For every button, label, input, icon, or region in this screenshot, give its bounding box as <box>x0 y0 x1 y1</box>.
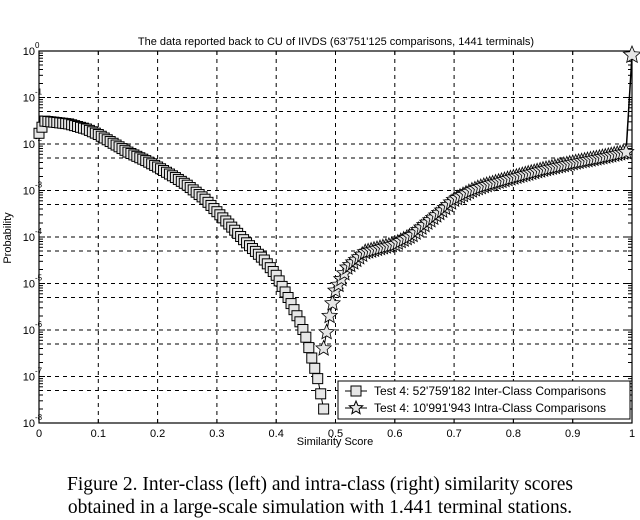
legend: Test 4: 52'759'182 Inter-Class Compariso… <box>337 380 631 420</box>
svg-text:10: 10 <box>23 46 35 58</box>
figure-caption-line-2: obtained in a large-scale simulation wit… <box>67 497 573 518</box>
svg-text:-4: -4 <box>35 227 43 236</box>
svg-text:10: 10 <box>23 139 35 151</box>
svg-text:0.2: 0.2 <box>150 428 165 440</box>
series-intra-class <box>315 44 640 356</box>
svg-text:1: 1 <box>629 428 635 440</box>
svg-text:0.9: 0.9 <box>565 428 580 440</box>
legend-label-intra: Test 4: 10'991'943 Intra-Class Compariso… <box>374 401 606 415</box>
svg-text:0.7: 0.7 <box>446 428 461 440</box>
svg-text:-5: -5 <box>35 274 43 283</box>
square-marker-icon <box>350 385 362 397</box>
svg-text:10: 10 <box>23 186 35 198</box>
svg-text:-8: -8 <box>35 413 43 422</box>
y-axis-label: Probability <box>2 212 14 264</box>
svg-text:0: 0 <box>35 41 40 50</box>
svg-text:-7: -7 <box>35 367 43 376</box>
x-axis-label: Similarity Score <box>297 436 373 448</box>
svg-text:0.4: 0.4 <box>269 428 284 440</box>
svg-text:10: 10 <box>23 372 35 384</box>
svg-text:10: 10 <box>23 93 35 105</box>
svg-text:0.6: 0.6 <box>387 428 402 440</box>
chart: The data reported back to CU of IIVDS (6… <box>2 36 640 448</box>
grid-lines <box>39 51 632 423</box>
svg-text:0.3: 0.3 <box>209 428 224 440</box>
svg-text:10: 10 <box>23 325 35 337</box>
star-marker-icon <box>348 399 364 415</box>
svg-text:10: 10 <box>23 279 35 291</box>
svg-text:0: 0 <box>36 428 42 440</box>
legend-label-inter: Test 4: 52'759'182 Inter-Class Compariso… <box>374 384 606 398</box>
svg-text:-1: -1 <box>35 88 43 97</box>
svg-text:0.1: 0.1 <box>91 428 106 440</box>
series-inter-class <box>33 115 330 415</box>
svg-text:-6: -6 <box>35 320 43 329</box>
legend-box <box>337 380 631 420</box>
chart-title: The data reported back to CU of IIVDS (6… <box>138 36 534 48</box>
axis-ticks: 00.10.20.30.40.50.60.70.80.9110010-110-2… <box>23 41 635 440</box>
svg-text:10: 10 <box>23 232 35 244</box>
svg-text:0.8: 0.8 <box>506 428 521 440</box>
svg-text:10: 10 <box>23 418 35 430</box>
svg-text:0.5: 0.5 <box>328 428 343 440</box>
figure-caption-line-1: Figure 2. Inter-class (left) and intra-c… <box>67 474 573 495</box>
svg-text:-3: -3 <box>35 181 43 190</box>
